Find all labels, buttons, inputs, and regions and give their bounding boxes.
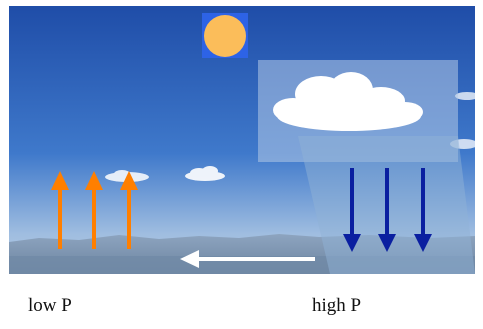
up-arrow-icon (85, 171, 103, 249)
down-arrow-icon (343, 168, 361, 252)
cloud-icon (185, 166, 225, 181)
pressure-diagram-scene (9, 6, 475, 274)
high-pressure-label: high P (312, 295, 362, 316)
up-arrow-icon (120, 171, 138, 249)
down-arrow-icon (414, 168, 432, 252)
sun-icon (204, 15, 246, 57)
low-pressure-label: low P (28, 295, 72, 316)
left-arrow-icon (180, 250, 315, 268)
down-arrow-icon (378, 168, 396, 252)
cloud-icon (273, 72, 423, 131)
up-arrow-icon (51, 171, 69, 249)
